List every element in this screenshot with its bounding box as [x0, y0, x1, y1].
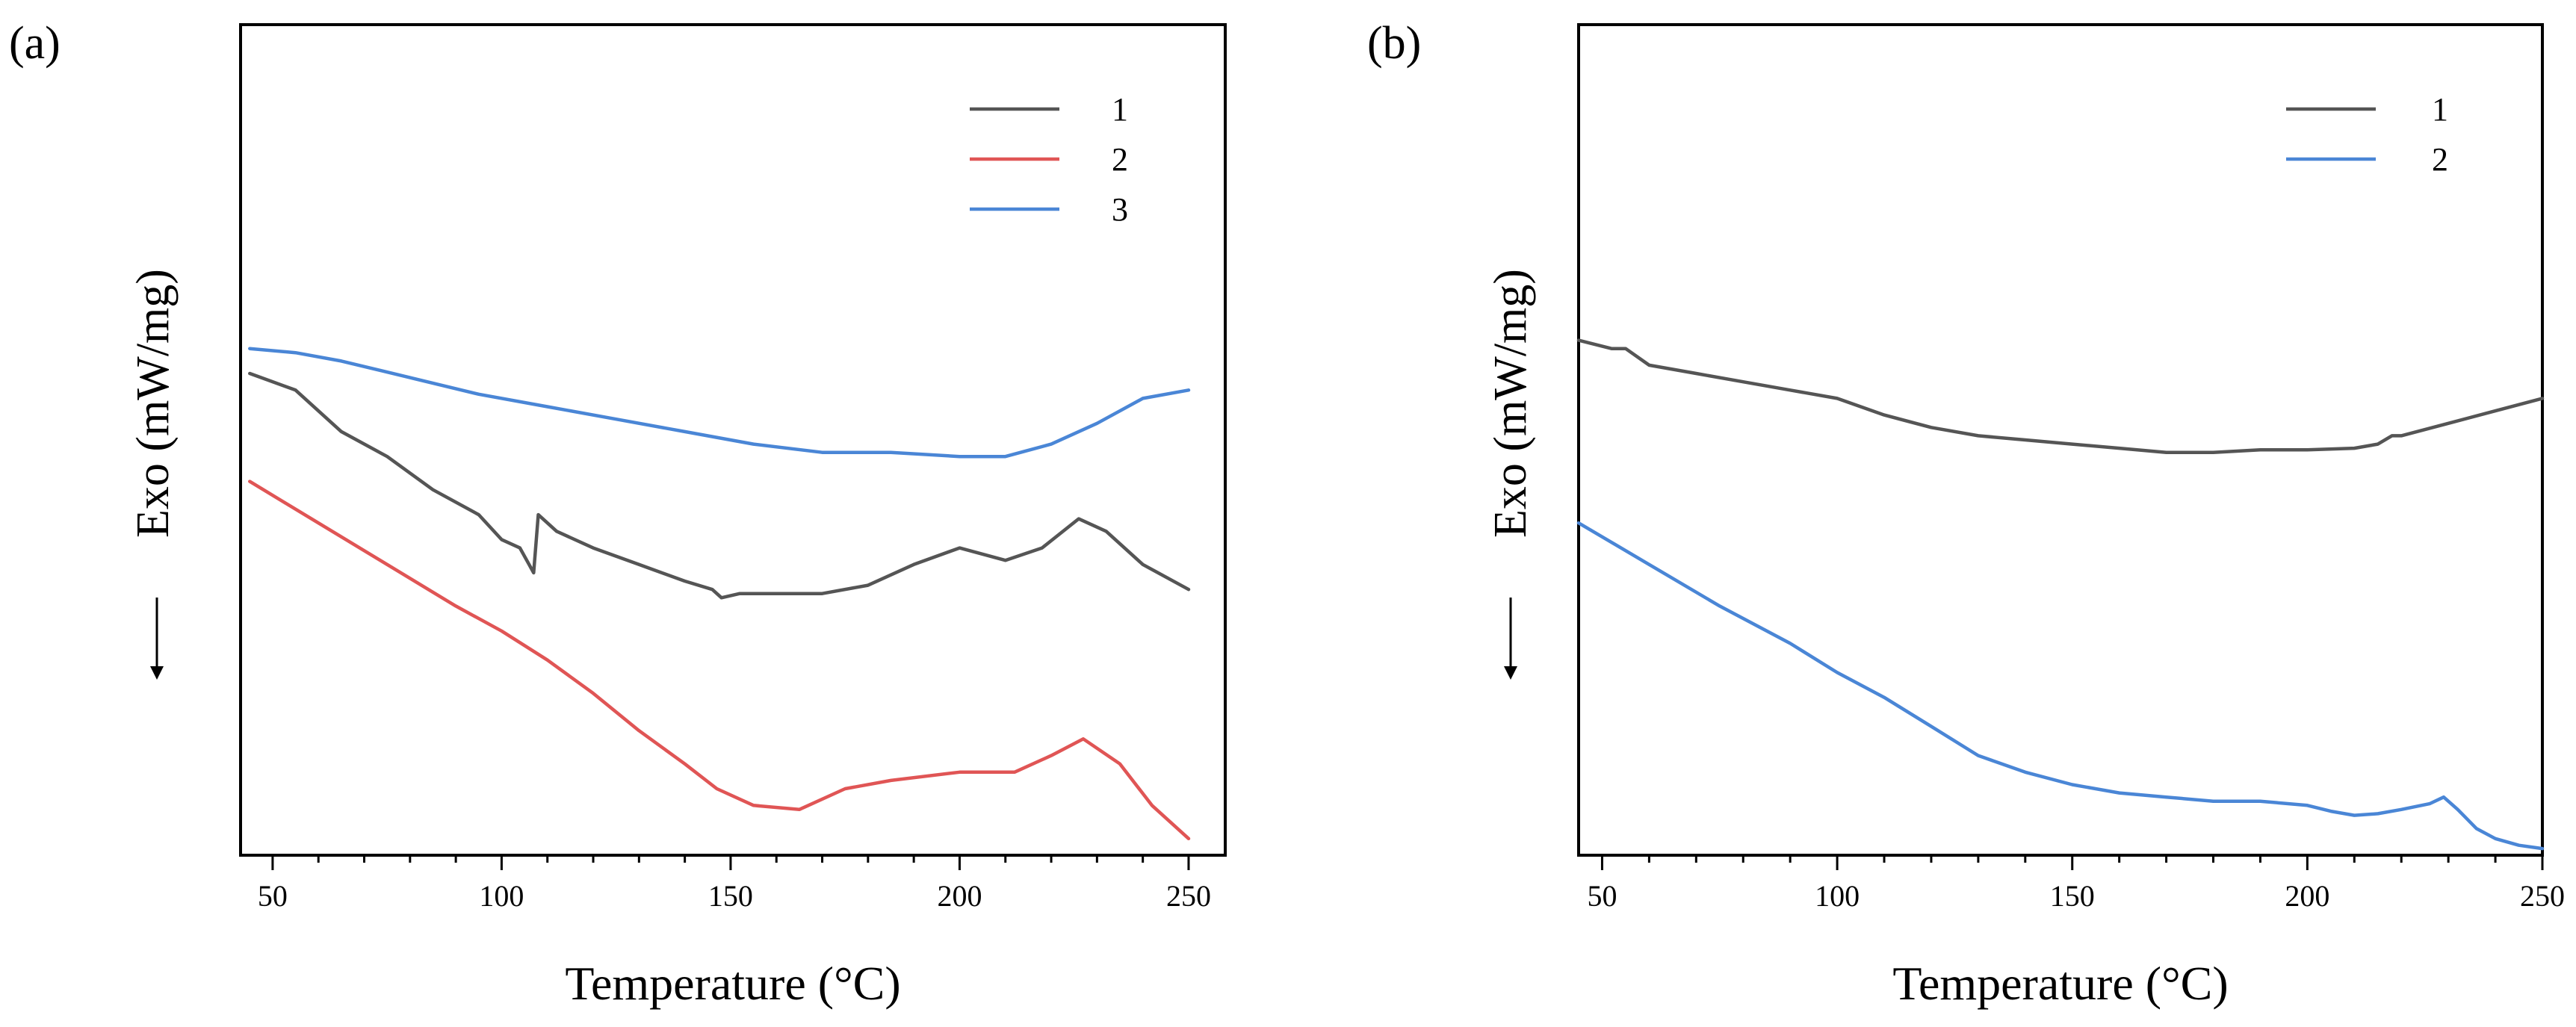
x-axis-label: Temperature (°C)	[1892, 957, 2228, 1010]
chart-panel-2: (b) 50 100 150 200 250 Temperature (°C) Exo (mW…	[1367, 18, 2565, 1010]
x-tick-label: 200	[2285, 879, 2329, 913]
x-tick-label: 100	[1815, 879, 1860, 913]
y-axis-label: Exo (mW/mg)	[128, 269, 179, 538]
series-line-2	[248, 480, 1191, 841]
panel-label: (b)	[1367, 18, 1421, 69]
series-line-3	[248, 347, 1191, 459]
panel-label: (a)	[9, 18, 61, 69]
legend-label-2: 2	[2432, 141, 2448, 178]
x-tick-label: 250	[1166, 879, 1211, 913]
down-arrow-icon	[1504, 666, 1517, 680]
plot-frame	[239, 23, 1227, 857]
x-tick-label: 150	[2050, 879, 2095, 913]
legend-label-3: 3	[1112, 191, 1128, 228]
legend-label-1: 1	[2432, 91, 2448, 128]
legend-label-2: 2	[1112, 141, 1128, 178]
x-axis-label: Temperature (°C)	[565, 957, 900, 1010]
y-axis-label: Exo (mW/mg)	[1485, 269, 1536, 538]
x-tick-label: 50	[1587, 879, 1617, 913]
legend-label-1: 1	[1112, 91, 1128, 128]
series-line-1	[1576, 338, 2545, 454]
x-tick-label: 250	[2520, 879, 2565, 913]
series-line-2	[1576, 521, 2545, 851]
plot-frame	[1577, 23, 2544, 857]
x-tick-label: 200	[937, 879, 982, 913]
series-line-1	[248, 371, 1191, 600]
x-tick-label: 100	[479, 879, 524, 913]
chart-panel-1: (a) 50 100 150 200 250 Temperature (°C) Exo (mW…	[9, 18, 1227, 1010]
down-arrow-icon	[150, 666, 164, 680]
x-tick-label: 50	[258, 879, 288, 913]
x-tick-label: 150	[708, 879, 753, 913]
